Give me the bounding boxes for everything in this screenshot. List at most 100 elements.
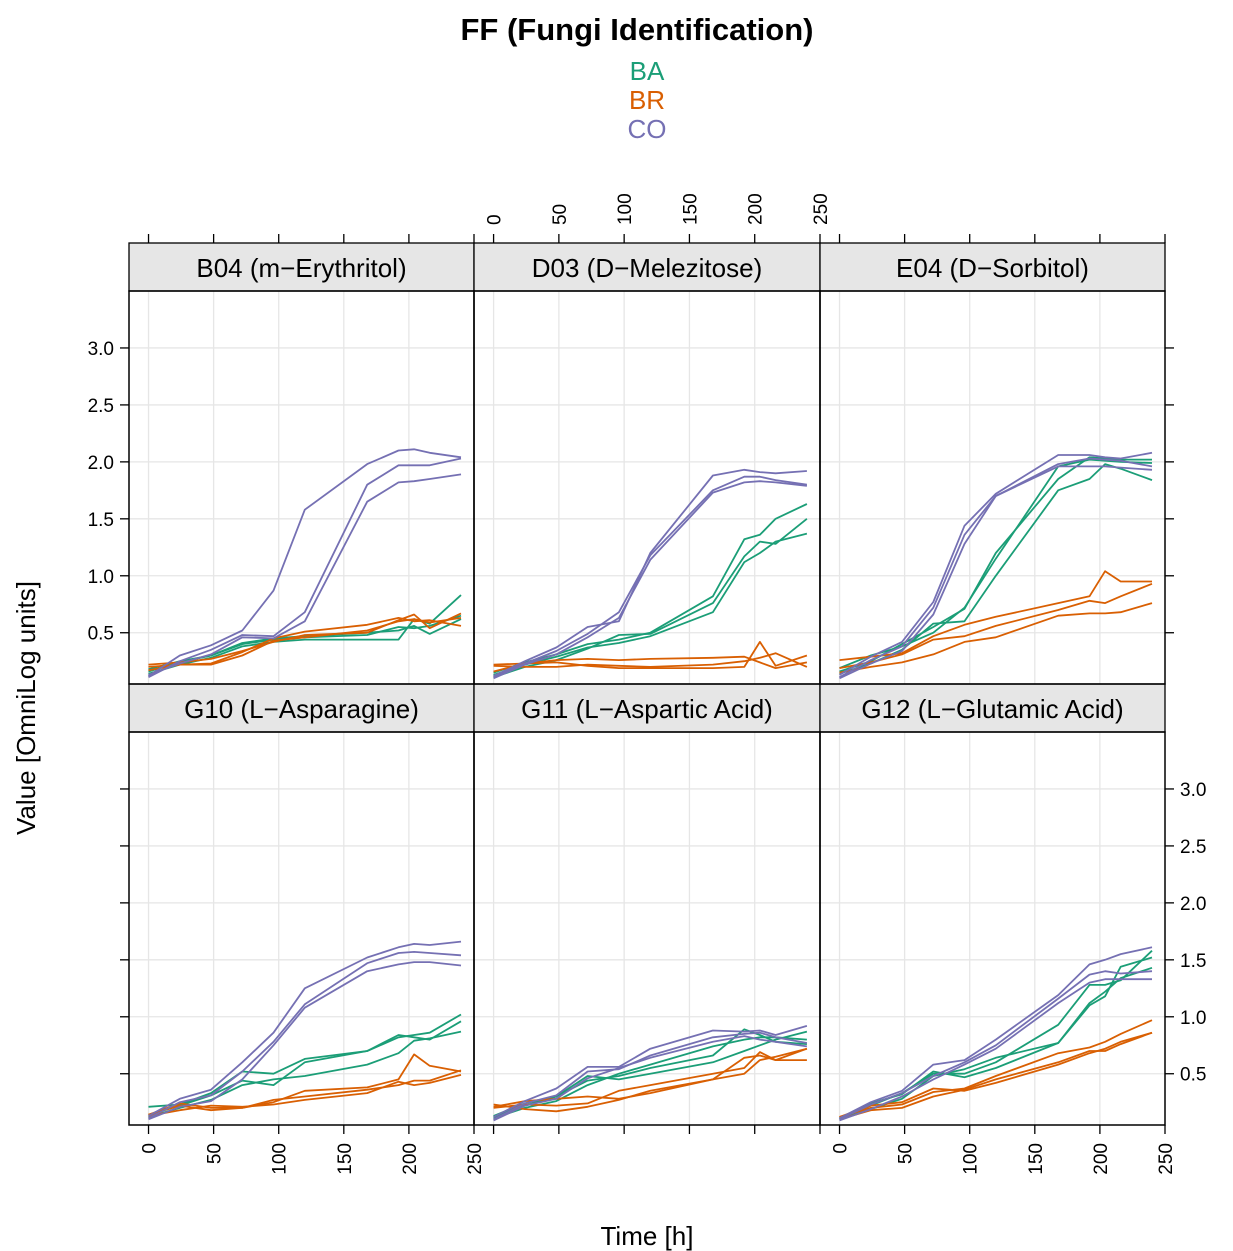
series-line-ba-panel-5-3 [493,1036,807,1120]
series-line-br-panel-1-4 [148,612,462,666]
series-line-ba-panel-6-3 [839,966,1153,1121]
series-line-ba-panel-4-2 [148,1020,462,1116]
series-line-co-panel-6-8 [839,970,1153,1121]
x-tick-label-top-200: 200 [746,193,767,225]
panel-title-4: G10 (L−Asparagine) [184,694,419,724]
x-tick-label-bottom-250: 250 [465,1143,486,1175]
x-tick-label-top-0: 0 [485,214,506,225]
x-tick-label-top-150: 150 [680,193,701,225]
axis-layer: 0 50 100 150 200 250 0 50 100 150 200 250 0 50 100 150 2… [88,193,1207,1174]
x-tick-label-top-100: 100 [615,193,636,225]
series-line-br-panel-2-5 [493,652,808,668]
series-line-br-panel-2-6 [493,655,808,673]
x-tick-label-bottom-100: 100 [270,1143,291,1175]
series-line-ba-panel-2-1 [493,503,808,674]
series-line-co-panel-3-8 [839,457,1153,678]
y-tick-label-right-2.5: 2.5 [1180,837,1206,858]
series-line-co-panel-4-7 [148,940,462,1117]
x-tick-label-bottom-150: 150 [335,1143,356,1175]
y-tick-label-left-3.0: 3.0 [88,339,114,360]
y-tick-label-left-2.5: 2.5 [88,396,114,417]
series-line-br-panel-6-5 [839,1031,1153,1121]
grid-layer [129,291,1165,1125]
y-tick-label-left-0.5: 0.5 [88,624,114,645]
series-line-co-panel-1-9 [148,473,462,676]
series-line-ba-panel-3-3 [839,458,1153,669]
y-tick-label-right-2.0: 2.0 [1180,894,1206,915]
series-line-co-panel-5-9 [493,1035,808,1122]
y-tick-label-left-1.0: 1.0 [88,567,114,588]
x-tick-label-top-50: 50 [550,204,571,225]
series-line-br-panel-6-6 [839,1031,1153,1118]
x-axis-title: Time [h] [601,1221,694,1251]
series-line-br-panel-5-4 [493,1054,807,1113]
x-tick-label-top-250: 250 [811,193,832,225]
series-line-br-panel-6-4 [839,1019,1153,1118]
y-tick-label-right-1.0: 1.0 [1180,1008,1206,1029]
legend-entry-br: BR [629,85,665,115]
panel-title-1: B04 (m−Erythritol) [196,253,406,283]
panel-frame-2 [473,290,821,685]
y-tick-label-right-3.0: 3.0 [1180,780,1206,801]
series-layer [148,448,1153,1122]
series-line-ba-panel-2-2 [493,532,808,676]
x-tick-label-bottom-0: 0 [831,1143,852,1154]
series-line-co-panel-1-7 [148,448,462,677]
y-axis-title: Value [OmniLog units] [11,581,41,835]
series-line-co-panel-2-7 [493,468,807,677]
panel-strip-6 [819,683,1166,733]
series-line-co-panel-5-8 [493,1031,808,1121]
strip-layer: B04 (m−Erythritol) D03 (D−Melezitose) E04 … [128,242,1166,733]
x-tick-label-bottom-200: 200 [1091,1143,1112,1175]
frame-layer [128,290,1166,1126]
x-tick-label-bottom-200: 200 [400,1143,421,1175]
series-line-co-panel-6-9 [839,978,1152,1122]
chart-title: FF (Fungi Identification) [461,12,814,47]
series-line-br-panel-5-5 [493,1047,808,1109]
y-tick-label-left-1.5: 1.5 [88,510,114,531]
series-line-co-panel-1-8 [148,457,462,679]
series-line-co-panel-6-7 [839,946,1153,1120]
legend-entry-ba: BA [630,56,665,86]
panel-strip-3 [819,242,1166,292]
panel-frame-1 [128,290,475,685]
y-tick-label-left-2.0: 2.0 [88,453,114,474]
legend-entry-co: CO [628,114,667,144]
series-line-ba-panel-3-1 [839,456,1152,673]
y-tick-label-right-0.5: 0.5 [1180,1065,1206,1086]
series-line-br-panel-3-6 [839,602,1153,674]
series-line-br-panel-1-6 [148,617,462,668]
series-line-ba-panel-6-2 [839,956,1153,1120]
series-line-br-panel-4-5 [148,1069,462,1116]
series-line-ba-panel-1-2 [148,614,462,673]
panel-frame-3 [819,290,1166,685]
series-line-co-panel-2-9 [493,480,807,680]
x-tick-label-bottom-100: 100 [961,1143,982,1175]
series-line-br-panel-4-6 [148,1074,462,1117]
x-tick-label-bottom-150: 150 [1026,1143,1047,1175]
x-tick-label-bottom-0: 0 [140,1143,161,1154]
series-line-br-panel-5-6 [493,1047,808,1108]
x-tick-label-bottom-250: 250 [1156,1143,1177,1175]
series-line-br-panel-3-4 [839,570,1152,661]
series-line-co-panel-3-9 [839,465,1153,680]
panel-title-5: G11 (L−Aspartic Acid) [521,694,773,724]
series-line-co-panel-3-7 [839,451,1153,676]
series-line-ba-panel-4-1 [148,1013,462,1108]
series-line-br-panel-2-4 [493,641,808,669]
series-line-br-panel-3-5 [839,582,1153,669]
panel-title-3: E04 (D−Sorbitol) [896,253,1089,283]
series-line-co-panel-4-8 [148,951,462,1120]
x-tick-label-bottom-50: 50 [896,1143,917,1164]
series-line-co-panel-5-7 [493,1025,808,1118]
series-line-co-panel-4-9 [148,961,462,1121]
series-line-ba-panel-6-1 [839,950,1153,1121]
panel-title-2: D03 (D−Melezitose) [532,253,762,283]
series-line-co-panel-2-8 [493,475,808,679]
panel-frame-6 [819,731,1166,1126]
panel-strip-5 [473,683,821,733]
panel-title-6: G12 (L−Glutamic Acid) [861,694,1123,724]
y-tick-label-right-1.5: 1.5 [1180,951,1206,972]
